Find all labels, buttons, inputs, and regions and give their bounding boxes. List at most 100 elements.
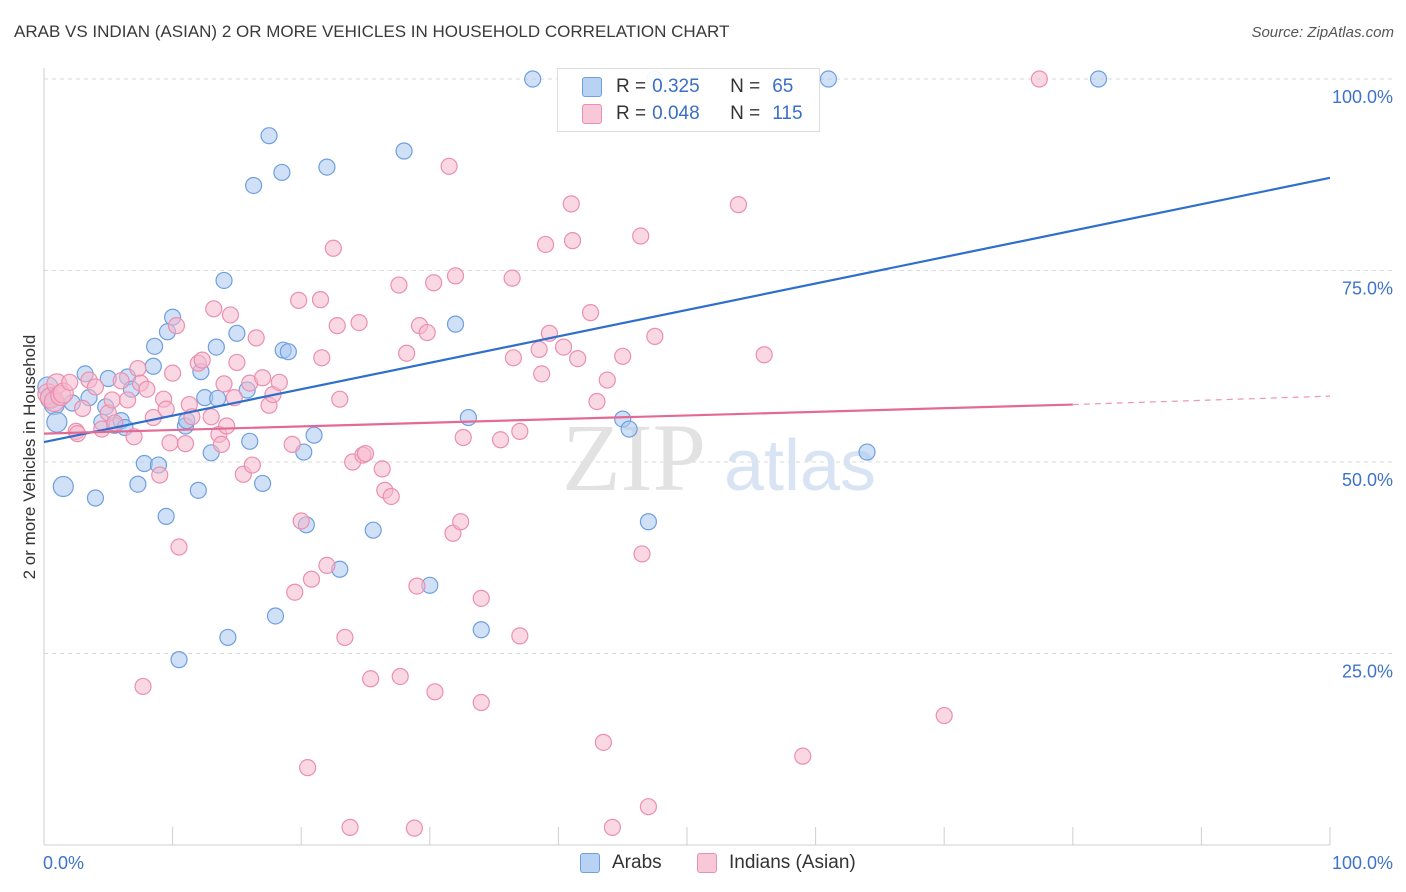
arab-point bbox=[620, 420, 638, 438]
arab-point bbox=[395, 142, 413, 160]
indian-point bbox=[426, 683, 444, 701]
indian-point bbox=[311, 291, 330, 309]
indian-point bbox=[134, 677, 152, 696]
arab-point bbox=[639, 513, 658, 531]
arab-point bbox=[228, 324, 246, 342]
indian-point bbox=[243, 456, 261, 474]
indian-point bbox=[405, 819, 423, 837]
indian-point bbox=[221, 306, 240, 324]
indian-point bbox=[202, 408, 220, 426]
indian-point bbox=[440, 157, 458, 175]
indian-point bbox=[632, 227, 650, 245]
arab-point bbox=[254, 474, 272, 493]
watermark-zip: ZIP bbox=[562, 404, 706, 511]
indian-point bbox=[212, 435, 231, 453]
indian-point bbox=[215, 375, 233, 393]
indian-point bbox=[350, 313, 368, 332]
indian-point bbox=[452, 513, 470, 531]
x-tick-label: 0.0% bbox=[43, 853, 84, 873]
arab-point bbox=[279, 343, 297, 361]
indian-point bbox=[331, 390, 349, 408]
indian-point bbox=[161, 434, 179, 452]
indian-point bbox=[633, 545, 651, 563]
arab-point bbox=[459, 408, 477, 427]
indian-point bbox=[390, 276, 408, 294]
arab-point bbox=[157, 507, 175, 525]
indian-point bbox=[491, 431, 510, 449]
indian-point bbox=[324, 239, 342, 257]
arab-point bbox=[129, 475, 147, 493]
indian-point bbox=[138, 380, 156, 398]
legend-n-label: N = bbox=[730, 76, 761, 97]
legend-row-indians: R = 0.048 N = 115 bbox=[582, 101, 803, 127]
indian-point bbox=[356, 444, 375, 463]
indian-point bbox=[313, 349, 331, 367]
indian-point bbox=[504, 349, 522, 367]
x-tick-label: 100.0% bbox=[1332, 853, 1393, 873]
indian-point bbox=[328, 317, 346, 335]
indian-point bbox=[86, 378, 105, 396]
arab-point bbox=[364, 521, 382, 539]
stats-legend: R = 0.325 N = 65 R = 0.048 N = 115 bbox=[557, 68, 820, 132]
indian-point bbox=[446, 267, 465, 285]
y-tick-label: 25.0% bbox=[1342, 662, 1393, 682]
legend-n-value: 65 bbox=[772, 76, 794, 97]
arab-point bbox=[446, 315, 465, 333]
legend-r-label: R = bbox=[616, 103, 647, 124]
arab-point bbox=[318, 158, 336, 176]
indian-point bbox=[167, 317, 186, 335]
indian-point bbox=[247, 329, 265, 347]
indians-swatch bbox=[582, 104, 602, 124]
indian-point bbox=[533, 365, 551, 383]
indian-point bbox=[170, 538, 188, 556]
arab-point bbox=[273, 163, 291, 182]
indian-point bbox=[935, 706, 953, 725]
indian-point bbox=[554, 338, 573, 356]
indian-point bbox=[639, 798, 658, 816]
indian-point bbox=[382, 487, 400, 506]
indian-point bbox=[302, 570, 321, 588]
indian-point bbox=[588, 392, 606, 411]
indians-legend-swatch bbox=[697, 853, 717, 873]
indian-point bbox=[511, 422, 529, 440]
legend-item-indians: Indians (Asian) bbox=[697, 852, 856, 874]
chart-title: ARAB VS INDIAN (ASIAN) 2 OR MORE VEHICLE… bbox=[14, 22, 730, 41]
arab-point bbox=[189, 481, 207, 499]
arab-point bbox=[858, 443, 876, 461]
indian-point bbox=[103, 391, 121, 409]
arab-point bbox=[46, 411, 68, 433]
indian-point bbox=[283, 435, 301, 453]
arab-point bbox=[260, 127, 278, 145]
y-tick-label: 100.0% bbox=[1332, 87, 1393, 107]
indian-point bbox=[254, 369, 272, 387]
indian-point bbox=[129, 359, 147, 378]
y-axis-label: 2 or more Vehicles in Household bbox=[20, 334, 39, 580]
source-label: Source: ZipAtlas.com bbox=[1251, 24, 1394, 41]
indian-point bbox=[299, 759, 317, 777]
indian-point bbox=[598, 371, 616, 389]
series-legend: Arabs Indians (Asian) bbox=[0, 852, 1406, 878]
indian-point bbox=[646, 327, 664, 345]
indian-point bbox=[562, 195, 580, 213]
arab-point bbox=[207, 338, 225, 356]
indian-point bbox=[341, 818, 359, 836]
indian-point bbox=[193, 351, 211, 369]
legend-r-label: R = bbox=[616, 76, 647, 97]
axes bbox=[43, 68, 1331, 846]
legend-r-value: 0.325 bbox=[652, 76, 700, 97]
tick-labels: 25.0% 50.0% 75.0% 100.0% 0.0% 100.0% bbox=[43, 87, 1393, 873]
indian-point bbox=[176, 435, 195, 453]
indian-point bbox=[61, 373, 79, 391]
indian-point bbox=[755, 346, 773, 364]
indian-point bbox=[536, 235, 555, 254]
indian-point bbox=[511, 627, 529, 645]
arab-point bbox=[209, 389, 227, 408]
data-points bbox=[37, 70, 1108, 837]
indian-point bbox=[1030, 70, 1048, 88]
arabs-legend-swatch bbox=[580, 853, 600, 873]
arab-point bbox=[86, 489, 105, 507]
indian-point bbox=[408, 577, 426, 595]
arabs-swatch bbox=[582, 77, 602, 97]
indian-trend-extension bbox=[1072, 395, 1331, 406]
indian-point bbox=[270, 373, 288, 391]
